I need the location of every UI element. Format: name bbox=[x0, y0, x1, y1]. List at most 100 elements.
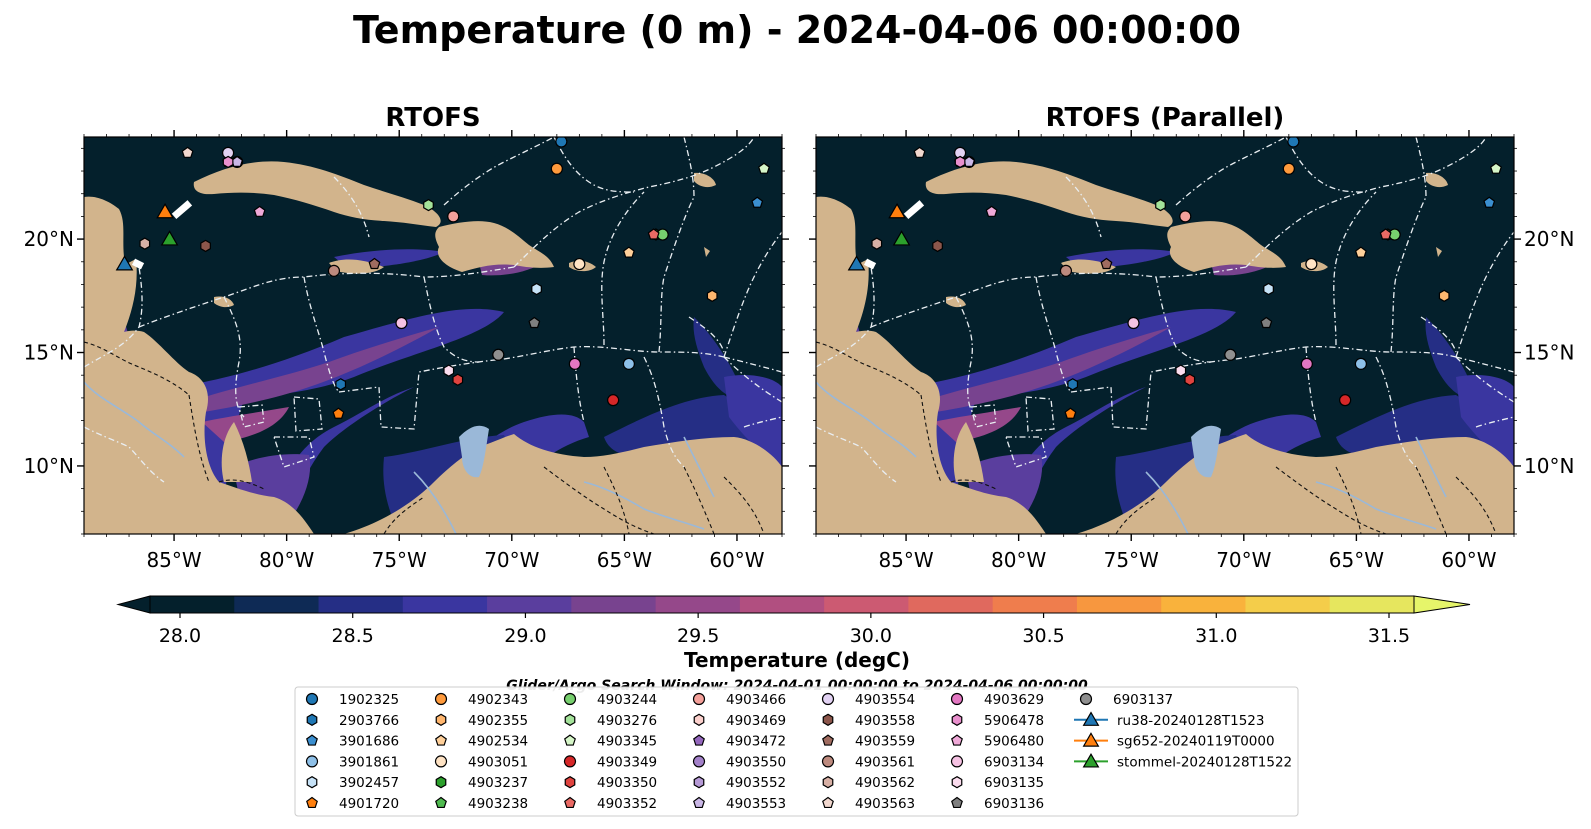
glider-stommel bbox=[160, 230, 179, 246]
colorbar-segment bbox=[992, 596, 1078, 613]
eez-boundary bbox=[443, 137, 555, 206]
land-mass bbox=[704, 247, 710, 257]
legend-item: 2903766 bbox=[306, 713, 399, 729]
colorbar-segment bbox=[1329, 596, 1415, 613]
legend-item: 4903352 bbox=[564, 796, 657, 812]
legend-item: ru38-20240128T1523 bbox=[1074, 711, 1264, 729]
legend-label: 1902325 bbox=[339, 692, 399, 708]
lon-tick-label: 75°W bbox=[372, 548, 427, 572]
eez-boundary bbox=[723, 356, 782, 373]
legend-marker-icon bbox=[821, 692, 835, 706]
argo-float-6903135 bbox=[443, 364, 455, 377]
legend-label: 6903134 bbox=[984, 754, 1044, 770]
argo-float-5906480 bbox=[985, 205, 998, 217]
argo-float-4902343 bbox=[1282, 162, 1295, 175]
argo-float-6903137 bbox=[492, 348, 505, 361]
legend-marker-icon bbox=[822, 776, 834, 789]
legend-label: 4903561 bbox=[855, 754, 915, 770]
glider-track bbox=[903, 200, 925, 220]
argo-float-1902325 bbox=[1287, 137, 1300, 148]
legend-label: 4902343 bbox=[468, 692, 528, 708]
glider-sg652 bbox=[156, 203, 174, 219]
eez-boundary bbox=[84, 266, 143, 368]
map-panel-rtofs-parallel: RTOFS (Parallel) 85°W 80°W 75°W 70°W 65°W 60°… bbox=[809, 103, 1574, 572]
lon-tick-label: 85°W bbox=[146, 548, 201, 572]
river-line bbox=[84, 381, 185, 458]
colorbar-segment bbox=[908, 596, 994, 613]
legend-item: 4903559 bbox=[822, 734, 915, 750]
colorbar-tick-label: 31.5 bbox=[1368, 625, 1410, 647]
temperature-field bbox=[189, 327, 439, 412]
map-panel-rtofs: RTOFS 85°W 80°W 75°W 70°W 65°W 60°W 20°N 15°N 10… bbox=[24, 103, 789, 572]
eez-boundary bbox=[1175, 137, 1287, 206]
country-border bbox=[950, 479, 997, 490]
lat-tick-label: 10°N bbox=[1524, 454, 1574, 478]
legend-label: 3902457 bbox=[339, 775, 399, 791]
glider-track bbox=[131, 258, 145, 270]
colorbar-segment bbox=[655, 596, 741, 613]
eez-boundary bbox=[1375, 356, 1417, 468]
argo-float-4903558 bbox=[932, 239, 943, 253]
river-line bbox=[1415, 436, 1447, 498]
glider-sg652 bbox=[888, 203, 906, 219]
legend-label: ru38-20240128T1523 bbox=[1117, 713, 1264, 729]
eez-boundary bbox=[1070, 358, 1237, 430]
legend-item: 4903558 bbox=[822, 713, 915, 729]
eez-boundary bbox=[1333, 191, 1377, 346]
legend-marker-icon bbox=[951, 796, 963, 809]
eez-boundary bbox=[1155, 276, 1212, 363]
temperature-field bbox=[1456, 375, 1514, 467]
land-mass bbox=[1426, 172, 1448, 188]
legend-label: 4903563 bbox=[855, 796, 915, 812]
colorbar-segment bbox=[824, 596, 909, 613]
eez-boundary bbox=[138, 266, 515, 328]
lon-tick-label: 85°W bbox=[878, 548, 933, 572]
argo-float-3901861 bbox=[1354, 357, 1367, 370]
eez-boundary bbox=[816, 266, 875, 368]
lon-tick-label: 70°W bbox=[1216, 548, 1271, 572]
argo-float-4903276 bbox=[1155, 198, 1166, 212]
legend-marker-icon bbox=[435, 734, 447, 746]
legend-item: 1902325 bbox=[305, 692, 399, 708]
map-axes: 85°W 80°W 75°W 70°W 65°W 60°W 20°N 15°N 10°N bbox=[809, 130, 1574, 572]
legend-item: 4903472 bbox=[693, 734, 786, 750]
float-markers bbox=[115, 137, 770, 419]
legend-marker-icon bbox=[1082, 711, 1100, 726]
land-mass bbox=[1076, 434, 1514, 534]
map-frame bbox=[815, 136, 1515, 535]
legend-item: 3901686 bbox=[306, 734, 399, 750]
colorbar-tick-label: 28.0 bbox=[159, 625, 201, 647]
colorbar-tick-label: 31.0 bbox=[1195, 625, 1237, 647]
argo-float-4902355 bbox=[706, 289, 718, 302]
argo-float-4903350 bbox=[1184, 373, 1196, 386]
legend-item: 4902343 bbox=[434, 692, 528, 708]
country-border bbox=[383, 496, 425, 534]
legend-item: stommel-20240128T1522 bbox=[1074, 752, 1292, 770]
river-line bbox=[413, 471, 457, 534]
argo-float-2903766 bbox=[1067, 378, 1079, 391]
glider-ru38 bbox=[847, 255, 866, 271]
float-markers bbox=[847, 137, 1502, 419]
temperature-field bbox=[724, 375, 782, 467]
legend-label: stommel-20240128T1522 bbox=[1117, 754, 1292, 770]
figure-title: Temperature (0 m) - 2024-04-06 00:00:00 bbox=[353, 8, 1241, 52]
legend-label: 4903472 bbox=[726, 734, 786, 750]
legend-label: 3901861 bbox=[339, 754, 399, 770]
eez-boundary bbox=[1455, 231, 1514, 358]
eez-boundary bbox=[1415, 137, 1427, 198]
river-line bbox=[816, 381, 917, 458]
argo-float-4903352 bbox=[647, 228, 660, 240]
eez-boundary bbox=[1305, 346, 1317, 423]
legend-label: 4903550 bbox=[726, 754, 786, 770]
colorbar-tick-label: 30.5 bbox=[1022, 625, 1064, 647]
legend-item: 6903135 bbox=[951, 775, 1044, 791]
legend-marker-icon bbox=[951, 734, 963, 746]
legend-marker-icon bbox=[306, 713, 318, 726]
lon-tick-label: 65°W bbox=[1329, 548, 1384, 572]
eez-boundary bbox=[870, 266, 1247, 328]
eez-boundary bbox=[423, 276, 480, 363]
argo-float-2903766 bbox=[335, 378, 347, 391]
lat-tick-label: 10°N bbox=[24, 454, 74, 478]
legend-item: 4903466 bbox=[692, 692, 786, 708]
colorbar-label: Temperature (degC) bbox=[684, 648, 910, 672]
